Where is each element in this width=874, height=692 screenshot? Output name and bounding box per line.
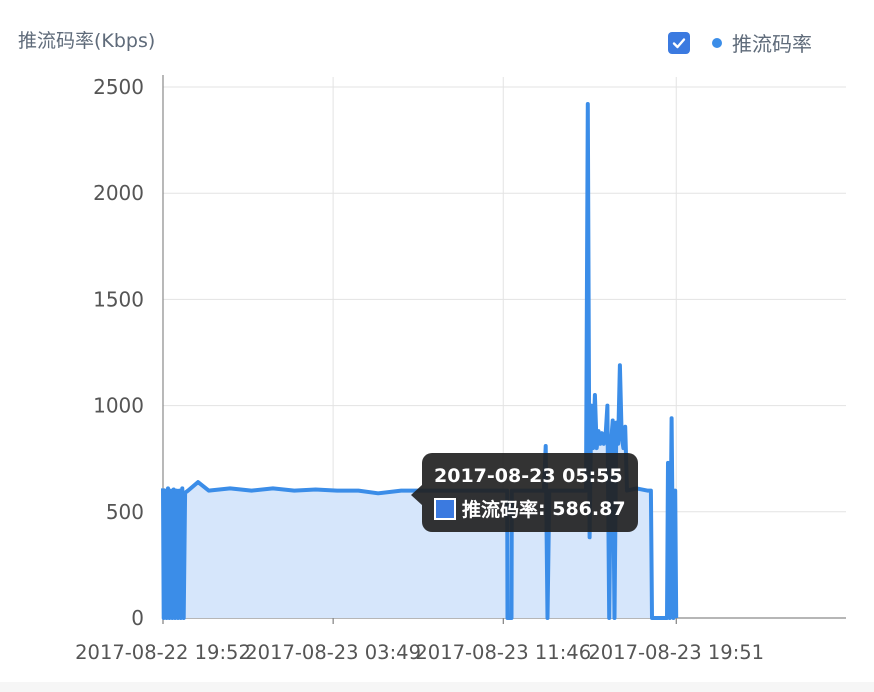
legend-checkbox[interactable] <box>668 31 690 54</box>
x-tick-label: 2017-08-23 11:46 <box>415 641 591 664</box>
series-layer <box>161 102 679 620</box>
y-axis-title: 推流码率(Kbps) <box>18 30 156 52</box>
tooltip: 2017-08-23 05:55 推流码率 : 586.87 <box>411 453 638 532</box>
y-tick-label: 1000 <box>93 394 144 418</box>
y-tick-label: 500 <box>106 500 144 524</box>
x-tick-label: 2017-08-23 19:51 <box>588 641 764 664</box>
tooltip-value: : 586.87 <box>538 497 626 520</box>
x-tick-label: 2017-08-22 19:52 <box>75 641 251 664</box>
bottom-strip <box>0 682 874 692</box>
tooltip-value-number: 586.87 <box>552 497 626 520</box>
tooltip-series-swatch <box>434 497 456 520</box>
x-tick-label: 2017-08-23 03:49 <box>245 641 421 664</box>
legend-series-dot <box>712 37 722 48</box>
tooltip-time: 2017-08-23 05:55 <box>434 465 623 487</box>
y-tick-label: 1500 <box>93 287 144 311</box>
tooltip-series-name: 推流码率 <box>462 499 539 521</box>
y-tick-label: 0 <box>131 606 144 630</box>
checkmark-icon <box>672 37 686 48</box>
legend-series-label[interactable]: 推流码率 <box>732 32 812 56</box>
series-line <box>161 102 679 620</box>
legend[interactable]: 推流码率 <box>668 28 812 57</box>
y-tick-label: 2000 <box>93 181 144 205</box>
y-tick-label: 2500 <box>93 75 144 99</box>
series-area <box>163 104 677 618</box>
